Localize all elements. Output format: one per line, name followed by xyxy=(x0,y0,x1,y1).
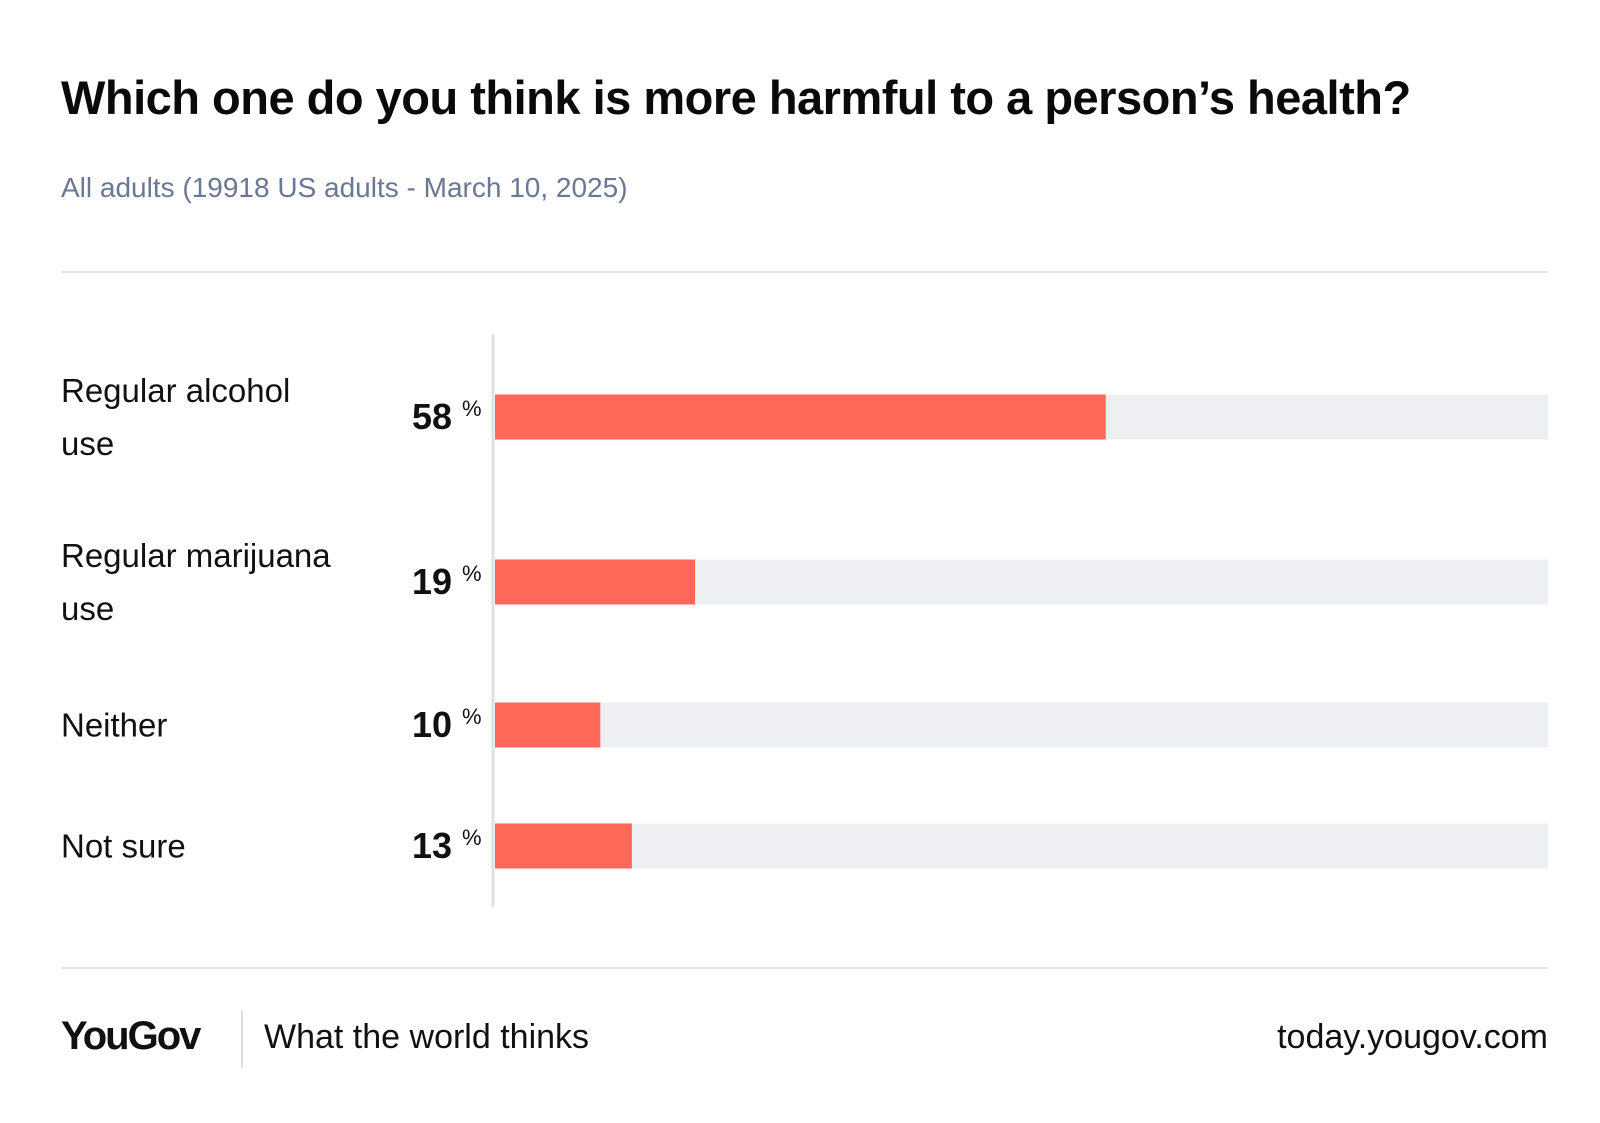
chart-subtitle: All adults (19918 US adults - March 10, … xyxy=(61,172,628,203)
category-label: Regular alcohol use xyxy=(61,372,291,462)
divider xyxy=(61,967,1548,969)
value-unit: % xyxy=(462,825,482,851)
bar xyxy=(495,823,632,869)
bar-track xyxy=(495,823,1548,869)
value-label: 10 xyxy=(411,704,452,745)
brand-logo: YouGov xyxy=(61,1014,201,1058)
bar xyxy=(495,394,1106,440)
value-label: 19 xyxy=(411,561,452,602)
category-label: Neither xyxy=(61,706,168,744)
category-label: Not sure xyxy=(61,827,186,865)
value-unit: % xyxy=(462,561,482,587)
separator xyxy=(241,1010,243,1068)
chart-title: Which one do you think is more harmful t… xyxy=(61,71,1411,124)
tagline: What the world thinks xyxy=(264,1018,590,1056)
value-unit: % xyxy=(462,396,482,422)
bar xyxy=(495,559,696,605)
source-url: today.yougov.com xyxy=(1277,1018,1548,1056)
value-unit: % xyxy=(462,704,482,730)
value-label: 58 xyxy=(411,396,452,437)
value-label: 13 xyxy=(411,825,452,866)
category-label: Regular marijuana use xyxy=(61,537,331,627)
divider xyxy=(61,271,1548,273)
bar-track xyxy=(495,702,1548,748)
bar xyxy=(495,702,601,748)
